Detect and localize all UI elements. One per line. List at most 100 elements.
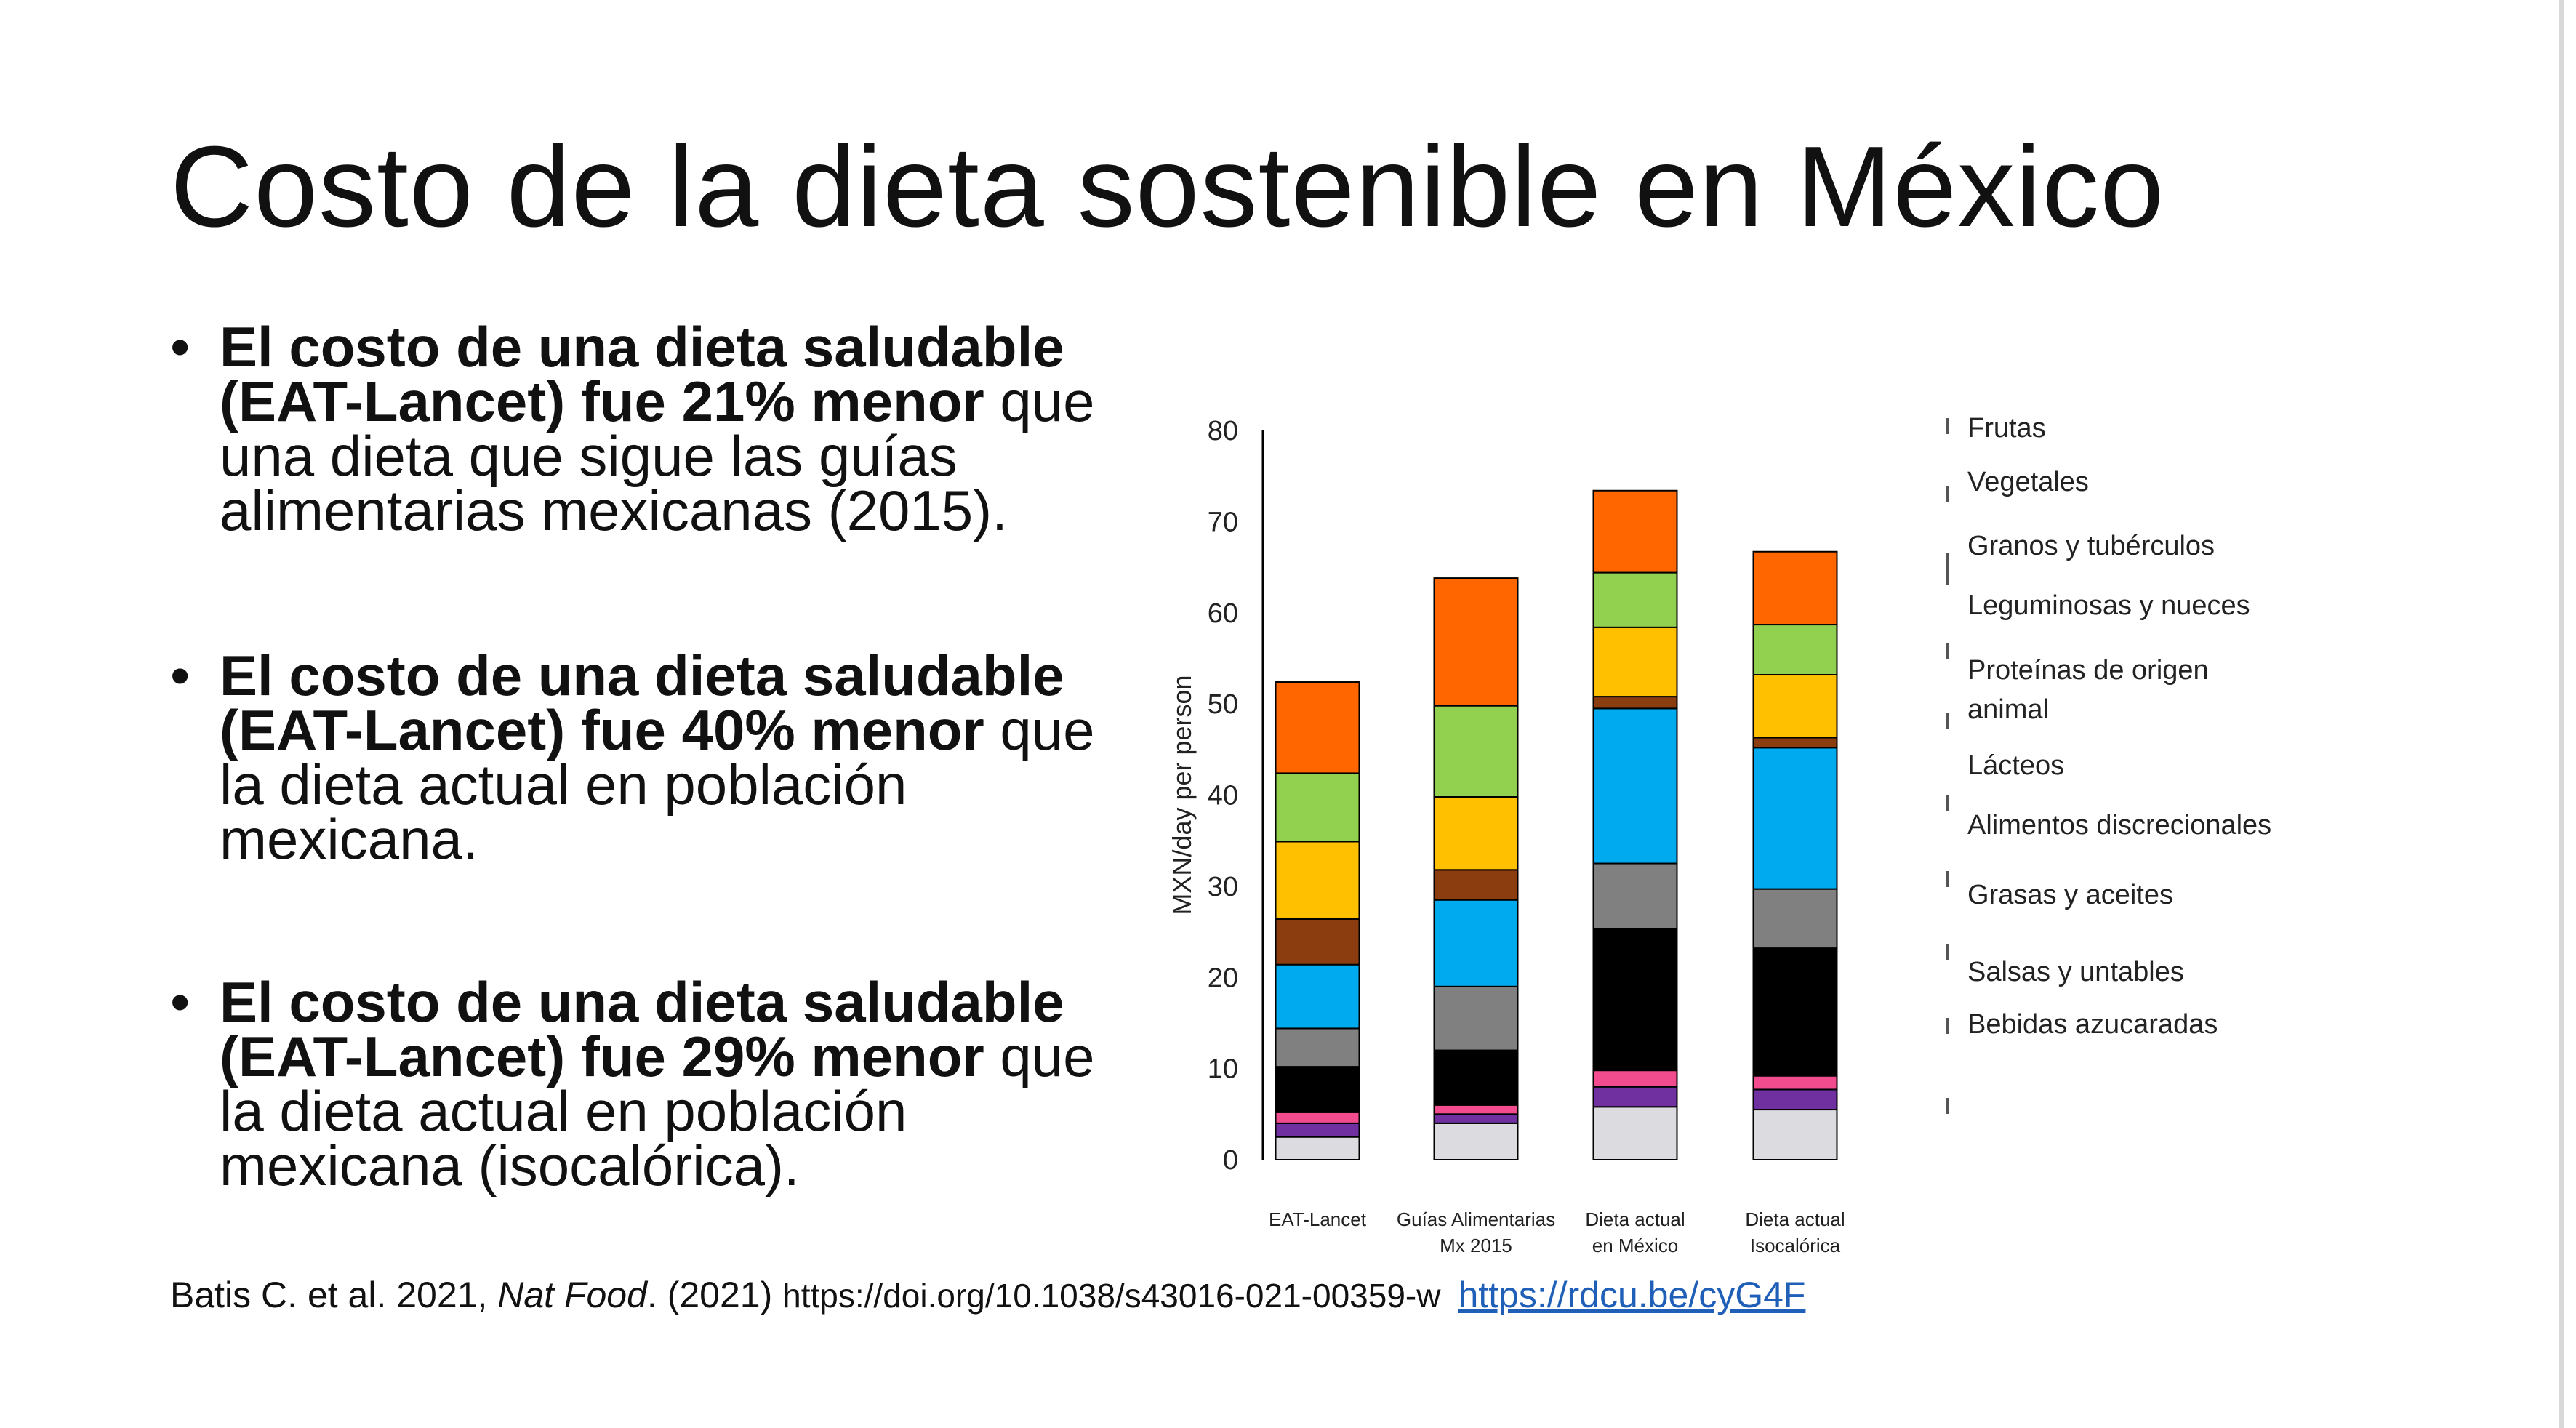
bar-segment	[1592, 489, 1678, 574]
legend-item: Lácteos	[1967, 746, 2064, 785]
bullet-2-bold: El costo de una dieta saludable (EAT-Lan…	[220, 643, 1064, 762]
y-tick-label: 30	[1208, 872, 1238, 902]
bar-segment	[1275, 918, 1360, 966]
x-tick-label: Guías Alimentarias	[1397, 1208, 1555, 1230]
legend-item: Leguminosas y nueces	[1967, 586, 2250, 625]
bar-segment	[1275, 1122, 1360, 1138]
bar-segment	[1433, 1049, 1519, 1106]
bar-segment	[1592, 862, 1678, 930]
legend-label: Granos y tubérculos	[1967, 531, 2215, 561]
bullet-point-1: • El costo de una dieta saludable (EAT-L…	[170, 315, 1130, 539]
bar-segment	[1592, 1070, 1678, 1088]
bar-segment	[1752, 747, 1838, 890]
legend-item: Proteínas de origen animal	[1967, 651, 2209, 729]
legend-label: Lácteos	[1967, 750, 2065, 781]
bullet-marker: •	[170, 643, 190, 707]
bullet-1-bold: El costo de una dieta saludable (EAT-Lan…	[220, 315, 1064, 433]
legend-tick	[1946, 418, 1949, 434]
bar-segment	[1275, 1027, 1360, 1068]
bar-segment	[1433, 1113, 1519, 1124]
bar-segment	[1592, 696, 1678, 710]
y-tick-label: 20	[1208, 963, 1238, 993]
citation-authors: Batis C. et al. 2021,	[170, 1275, 498, 1315]
legend-tick	[1946, 795, 1949, 811]
bar-segment	[1433, 985, 1519, 1051]
legend-tick	[1946, 569, 1949, 585]
legend-tick	[1946, 871, 1949, 887]
legend-tick	[1946, 643, 1949, 659]
bar-segment	[1752, 888, 1838, 950]
legend-item: Frutas	[1967, 409, 2046, 448]
window-edge-divider	[2559, 0, 2564, 1428]
legend-label: Proteínas de origen	[1967, 655, 2209, 686]
y-tick-label: 0	[1223, 1145, 1238, 1176]
y-axis-label: MXN/day per person	[1167, 675, 1197, 915]
bullet-point-3: • El costo de una dieta saludable (EAT-L…	[170, 970, 1130, 1194]
bullet-point-2: • El costo de una dieta saludable (EAT-L…	[170, 643, 1130, 867]
citation: Batis C. et al. 2021, Nat Food. (2021) h…	[170, 1274, 1805, 1316]
y-tick-label: 60	[1208, 598, 1238, 629]
bar-segment	[1752, 1075, 1838, 1091]
bar-segment	[1592, 626, 1678, 698]
legend-label: Leguminosas y nueces	[1967, 590, 2250, 621]
legend-item: Bebidas azucaradas	[1967, 1005, 2218, 1044]
y-tick-label: 10	[1208, 1054, 1238, 1085]
y-tick-label: 80	[1208, 416, 1238, 446]
bullet-1-text: que una dieta que sigue las guías alimen…	[220, 369, 1095, 542]
bar-segment	[1433, 577, 1519, 707]
bar-segment	[1752, 624, 1838, 676]
bar-segment	[1592, 571, 1678, 628]
citation-doi: https://doi.org/10.1038/s43016-021-00359…	[782, 1277, 1441, 1315]
legend-tick	[1946, 486, 1949, 502]
bar-segment	[1433, 705, 1519, 798]
bar-segment	[1275, 841, 1360, 920]
bar-segment	[1275, 963, 1360, 1030]
legend-tick	[1946, 1018, 1949, 1034]
bar-segment	[1752, 550, 1838, 626]
bar-segment	[1433, 1104, 1519, 1115]
bullet-3-bold: El costo de una dieta saludable (EAT-Lan…	[220, 970, 1064, 1088]
legend-label: Alimentos discrecionales	[1967, 810, 2272, 841]
bar-segment	[1433, 796, 1519, 871]
bullet-marker: •	[170, 315, 190, 379]
bar-segment	[1275, 772, 1360, 843]
legend-item: Grasas y aceites	[1967, 875, 2173, 915]
bar-segment	[1433, 869, 1519, 901]
bar-segment	[1752, 1088, 1838, 1111]
stacked-bar-chart: 0 10 20 30 40 50 60 70 80 MXN/day per person EAT-L…	[1167, 416, 1845, 1256]
bullet-3-text: que la dieta actual en población mexican…	[220, 1024, 1095, 1198]
bar-segment	[1752, 674, 1838, 739]
legend-label: Salsas y untables	[1967, 957, 2184, 987]
bar-segment	[1433, 899, 1519, 987]
x-tick-label: EAT-Lancet	[1269, 1208, 1367, 1230]
legend-tick	[1946, 1098, 1949, 1114]
legend-label: Bebidas azucaradas	[1967, 1009, 2218, 1040]
citation-link[interactable]: https://rdcu.be/cyG4F	[1458, 1275, 1806, 1315]
citation-year: . (2021)	[646, 1275, 783, 1315]
legend-item: Granos y tubérculos	[1967, 526, 2215, 566]
y-tick-label: 50	[1208, 689, 1238, 720]
bar-segment	[1592, 1106, 1678, 1160]
legend-tick	[1946, 553, 1949, 569]
bar-segment	[1592, 928, 1678, 1072]
citation-journal: Nat Food	[497, 1275, 647, 1315]
legend-item: Salsas y untables	[1967, 952, 2184, 992]
bar-segment	[1275, 1136, 1360, 1160]
x-tick-label: Dieta actual	[1745, 1208, 1845, 1230]
legend-tick	[1946, 713, 1949, 729]
legend-item: Vegetales	[1967, 462, 2089, 502]
x-tick-label: Mx 2015	[1440, 1235, 1512, 1256]
bullet-marker: •	[170, 970, 190, 1034]
bar-segment	[1752, 737, 1838, 749]
bar-segment	[1752, 1109, 1838, 1161]
x-tick-label: Dieta actual	[1585, 1208, 1685, 1230]
bar-segment	[1275, 1111, 1360, 1124]
x-tick-label: Isocalórica	[1750, 1235, 1841, 1256]
y-tick-label: 70	[1208, 507, 1238, 537]
bullet-2-text: que la dieta actual en población mexican…	[220, 698, 1095, 871]
y-tick-label: 40	[1208, 781, 1238, 811]
legend-item: Alimentos discrecionales	[1967, 806, 2271, 845]
slide-title: Costo de la dieta sostenible en México	[170, 123, 2165, 251]
bar-segment	[1433, 1122, 1519, 1160]
bar-segment	[1592, 1086, 1678, 1108]
